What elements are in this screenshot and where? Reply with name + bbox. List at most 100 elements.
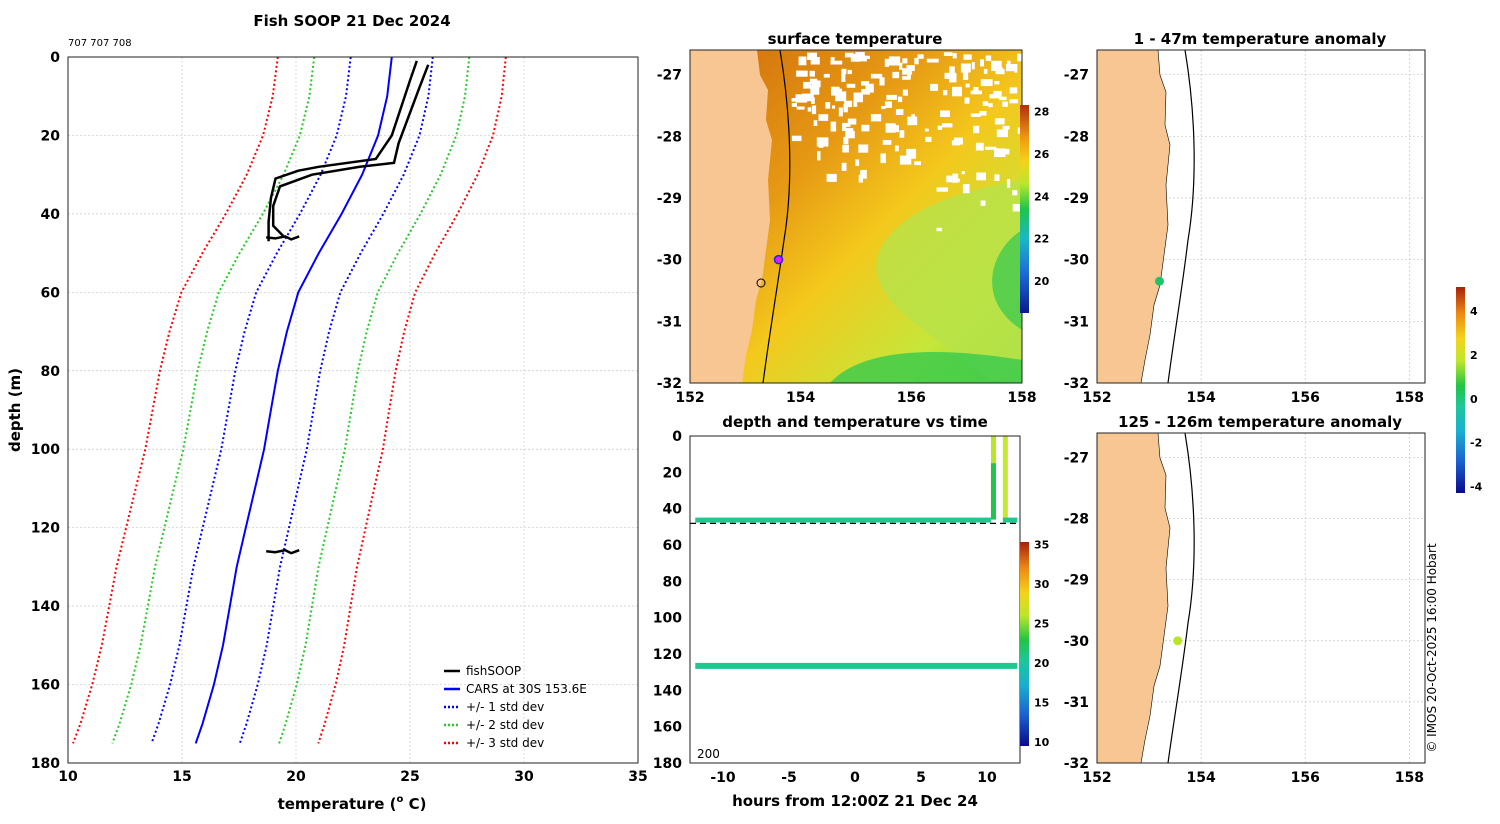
sst-cloud-block (817, 151, 821, 161)
sst-cloud-block (885, 123, 896, 133)
profile-lines (72, 56, 507, 744)
sst-cloud-block (846, 83, 856, 88)
sst-cloud-block (897, 96, 903, 103)
fishsoop-profile-line (271, 64, 430, 239)
sst-cloud-block (1017, 53, 1022, 62)
anomaly-colorbar-tick: 4 (1470, 305, 1478, 318)
anomaly-deep-xtick: 156 (1291, 770, 1320, 786)
sst-cloud-block (914, 161, 921, 166)
anomaly-shallow-ytick: -27 (1064, 68, 1089, 84)
sst-cloud-block (983, 68, 988, 74)
sst-cloud-block (973, 87, 979, 93)
profile-xlabel-unit: C) (403, 795, 426, 813)
sst-cloud-block (853, 92, 863, 103)
sst-cloud-block (954, 137, 963, 145)
sst-cloud-block (844, 52, 854, 58)
sst-cloud-block (811, 105, 817, 115)
profile-ylabel: depth (m) (6, 368, 24, 452)
sst-cloud-block (861, 124, 870, 132)
time-xlabel: hours from 12:00Z 21 Dec 24 (732, 792, 978, 810)
sst-cloud-block (823, 73, 830, 78)
profile-xtick: 20 (286, 769, 306, 785)
anomaly-colorbar-tick: -4 (1470, 480, 1483, 493)
sst-cloud-block (892, 71, 900, 79)
sst-cloud-block (960, 63, 971, 73)
sst-panel: surface temperature 152 154 156 158 -27 -28 -2… (657, 30, 1050, 406)
sst-cloud-block (826, 173, 837, 182)
sst-cloud-block (870, 114, 882, 122)
time-ytick: 40 (663, 502, 683, 518)
sst-cloud-block (886, 94, 897, 100)
time-deep-band (695, 662, 1018, 669)
sst-cloud-block (1006, 179, 1011, 188)
sst-title: surface temperature (768, 30, 943, 48)
profile-ytick: 60 (41, 285, 61, 301)
sst-cloud-block (888, 56, 901, 66)
sst-cloud-block (810, 57, 820, 65)
profile-xlabel-sup: o (396, 794, 403, 805)
anomaly-shallow-land (1097, 50, 1171, 383)
sst-cloud-block (988, 103, 993, 108)
sst-cloud-block (962, 184, 970, 194)
anomaly-deep-ytick: -29 (1064, 573, 1089, 589)
sst-colorbar-tick: 24 (1034, 190, 1050, 203)
sst-cloud-block (830, 57, 835, 65)
anomaly-deep-points (1173, 636, 1183, 646)
anomaly-shallow-ytick: -28 (1064, 129, 1089, 145)
sst-cloud-block (952, 53, 957, 59)
anomaly-deep-point (1173, 636, 1183, 646)
sst-cloud-block (847, 118, 857, 125)
sst-cloud-block (970, 113, 981, 117)
profile-ytick: 140 (31, 599, 60, 615)
profile-tick-labels: 10 15 20 25 30 35 0 20 40 60 80 100 120 140 160 180 (31, 50, 648, 785)
sst-cloud-block (791, 103, 797, 107)
std-dev-line (72, 56, 279, 744)
anomaly-deep-ytick: -28 (1064, 512, 1089, 528)
sst-cloud-block (845, 128, 854, 133)
sst-xtick: 158 (1007, 390, 1036, 406)
sst-cloud-block (884, 58, 889, 67)
fishsoop-profile-line (267, 60, 418, 242)
sst-cloud-block (946, 175, 953, 183)
sst-cloud-block (847, 69, 852, 75)
sst-cloud-block (1009, 99, 1019, 104)
profile-subtitle: 707 707 708 (68, 38, 132, 49)
anomaly-shallow-xtick: 156 (1291, 390, 1320, 406)
sst-cloud-block (853, 99, 858, 107)
sst-land (690, 50, 772, 383)
profile-axes-box (67, 56, 639, 764)
sst-cloud-block (943, 52, 953, 56)
profile-ytick: 0 (50, 50, 60, 66)
time-colorbar-tick: 15 (1034, 697, 1049, 710)
sst-cloud-block (902, 68, 913, 75)
sst-cloud-block (855, 159, 860, 166)
sst-cloud-block (855, 52, 865, 58)
anomaly-shallow-point (1154, 276, 1164, 286)
sst-cloud-block (994, 81, 1000, 85)
time-colorbar-tick: 35 (1034, 538, 1049, 551)
anomaly-shallow-xtick: 154 (1187, 390, 1216, 406)
sst-colorbar-ticks: 20 22 24 26 28 (1034, 105, 1050, 288)
sst-cloud-block (843, 136, 849, 145)
anomaly-shallow-tick-labels: 152 154 156 158 -27 -28 -29 -30 -31 -32 (1064, 68, 1424, 406)
sst-colorbar-tick: 20 (1034, 275, 1050, 288)
anomaly-shallow-xtick: 158 (1395, 390, 1424, 406)
time-ytick: 140 (653, 683, 682, 699)
sst-cloud-block (899, 155, 912, 165)
legend-label: fishSOOP (466, 664, 521, 678)
sst-cloud-block (899, 130, 905, 138)
sst-cloud-block (994, 148, 1006, 157)
time-colorbar (1020, 542, 1029, 746)
sst-cloud-block (949, 66, 955, 76)
sst-cloud-block (991, 60, 1002, 71)
std-dev-line (150, 56, 352, 744)
sst-cloud-block (1004, 148, 1010, 155)
credit-text: © IMOS 20-Oct-2025 16:00 Hobart (1425, 543, 1439, 753)
anomaly-shallow-title: 1 - 47m temperature anomaly (1134, 30, 1387, 48)
sst-cloud-block (845, 130, 855, 139)
profile-title: Fish SOOP 21 Dec 2024 (253, 12, 450, 30)
time-xtick: 0 (850, 770, 860, 786)
sst-isobath (762, 50, 791, 383)
sst-cloud-block (902, 58, 908, 64)
